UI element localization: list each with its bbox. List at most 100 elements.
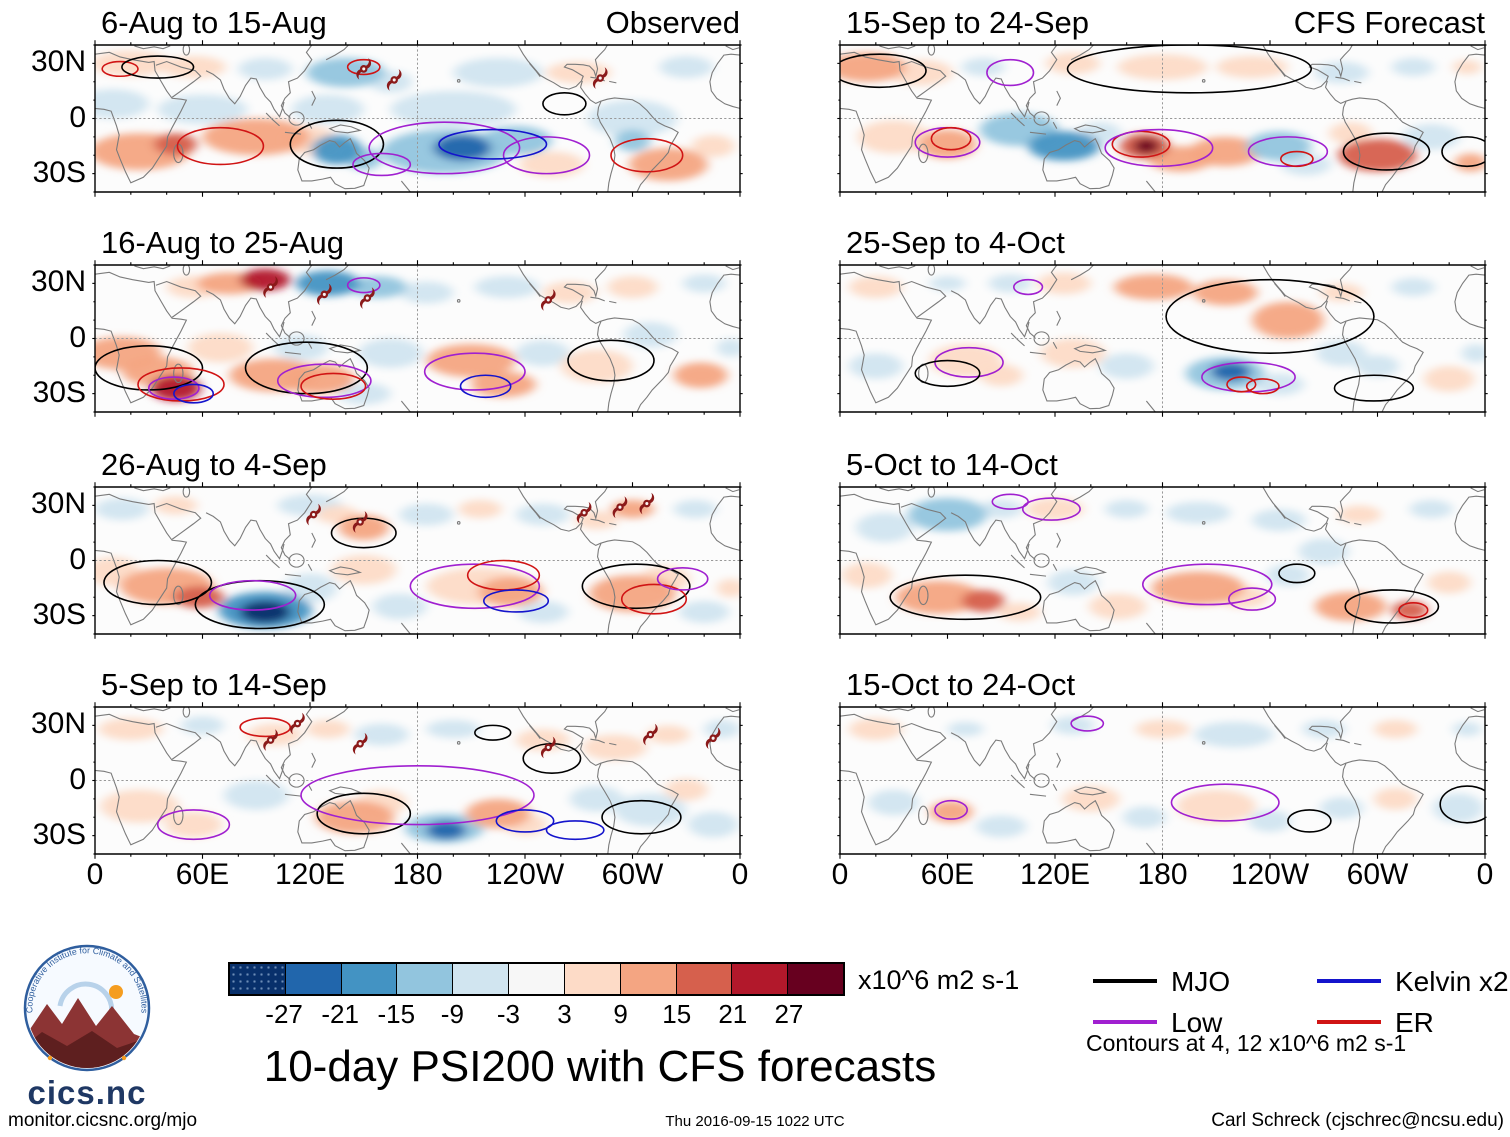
map-border bbox=[95, 45, 740, 192]
footer-timestamp: Thu 2016-09-15 1022 UTC bbox=[665, 1113, 845, 1130]
x-axis-label: 60E bbox=[175, 858, 230, 891]
anomaly-blob bbox=[154, 133, 198, 156]
contour-low bbox=[158, 810, 230, 839]
contour-mjo bbox=[568, 340, 654, 380]
anomaly-blob bbox=[569, 786, 624, 812]
anomaly-blob bbox=[716, 578, 740, 598]
anomaly-blob bbox=[188, 332, 253, 363]
anomaly-blob bbox=[336, 382, 391, 405]
anomaly-blob bbox=[1391, 57, 1435, 77]
anomaly-blob bbox=[238, 57, 293, 80]
anomaly-blob bbox=[560, 349, 633, 383]
map-svg bbox=[840, 45, 1485, 192]
contour-er bbox=[468, 561, 540, 590]
anomaly-blob bbox=[1216, 56, 1288, 79]
anomaly-blob bbox=[607, 276, 658, 299]
contour-er bbox=[1247, 379, 1279, 394]
anomaly-blob bbox=[682, 274, 726, 293]
contours bbox=[890, 494, 1438, 623]
contour-mjo bbox=[317, 793, 410, 833]
colorbar-cell bbox=[620, 964, 677, 994]
colorbar-label: -15 bbox=[377, 999, 416, 1029]
colorbar-cell bbox=[341, 964, 398, 994]
anomaly-blob bbox=[516, 503, 570, 526]
anomaly-blob bbox=[164, 811, 223, 838]
contour-mjo bbox=[1166, 280, 1374, 354]
map-svg bbox=[840, 707, 1485, 854]
anomaly-blob bbox=[311, 135, 362, 165]
contour-low bbox=[348, 278, 380, 293]
contour-kelvin bbox=[174, 384, 213, 402]
anomaly-blob bbox=[1246, 131, 1312, 161]
anomaly-field bbox=[841, 498, 1471, 622]
y-axis-label: 30S bbox=[32, 155, 86, 189]
colorbar-cell bbox=[230, 964, 286, 994]
anomaly-blob bbox=[868, 789, 919, 816]
anomaly-blob bbox=[1424, 366, 1475, 392]
anomaly-blob bbox=[517, 600, 568, 623]
x-axis-label: 60W bbox=[1346, 858, 1409, 891]
anomaly-blob bbox=[100, 789, 180, 823]
anomaly-blob bbox=[1452, 721, 1482, 737]
map-svg bbox=[95, 265, 740, 412]
contour-low bbox=[504, 137, 590, 174]
map-panel bbox=[95, 487, 740, 634]
anomaly-blob bbox=[1114, 274, 1193, 300]
map-border bbox=[95, 487, 740, 634]
logo-dot-icon bbox=[47, 1055, 53, 1061]
anomaly-blob bbox=[1026, 498, 1084, 521]
anomaly-blob bbox=[589, 575, 676, 612]
contours bbox=[935, 716, 1494, 832]
anomaly-blob bbox=[1461, 344, 1485, 363]
map-panel bbox=[95, 707, 740, 854]
anomaly-blob bbox=[688, 811, 739, 838]
y-axis-label: 30N bbox=[30, 45, 86, 79]
anomaly-blob bbox=[542, 281, 597, 304]
anomaly-blob bbox=[918, 129, 977, 159]
anomaly-blob bbox=[664, 778, 708, 801]
x-axis-label: 0 bbox=[731, 858, 749, 891]
map-svg bbox=[95, 487, 740, 634]
legend-line-mjo bbox=[1093, 979, 1157, 983]
anomaly-blob bbox=[929, 276, 966, 291]
contour-mjo bbox=[890, 575, 1040, 619]
anomaly-blob bbox=[1454, 153, 1485, 172]
contour-mjo bbox=[1068, 45, 1312, 93]
contour-er bbox=[1112, 131, 1169, 157]
contour-er bbox=[240, 718, 290, 736]
contour-low bbox=[1171, 784, 1279, 821]
contour-mjo bbox=[543, 93, 586, 115]
contour-kelvin bbox=[484, 590, 548, 612]
contour-mjo bbox=[1345, 590, 1438, 623]
y-axis-label: 0 bbox=[69, 542, 86, 576]
legend-label-kelvin: Kelvin x2 bbox=[1395, 966, 1509, 997]
anomaly-blob bbox=[673, 362, 728, 389]
contour-kelvin bbox=[461, 375, 511, 397]
anomaly-blob bbox=[516, 729, 570, 752]
anomaly-blob bbox=[1252, 509, 1306, 532]
map-border bbox=[95, 265, 740, 412]
colorbar-label: 15 bbox=[662, 999, 692, 1029]
x-axis-label: 120W bbox=[1230, 858, 1310, 891]
cics-logo: Cooperative Institute for Climate and Sa… bbox=[23, 944, 151, 1072]
anomaly-blob bbox=[315, 800, 395, 834]
contour-kelvin bbox=[439, 130, 547, 159]
contour-low bbox=[278, 364, 371, 397]
colorbar-cell bbox=[285, 964, 342, 994]
y-axis-label: 0 bbox=[69, 762, 86, 796]
panel-title: 15-Sep to 24-Sep bbox=[846, 5, 1090, 40]
anomaly-blob bbox=[426, 820, 466, 840]
anomaly-blob bbox=[292, 94, 364, 125]
anomaly-blob bbox=[1040, 338, 1106, 368]
anomaly-blob bbox=[354, 723, 409, 746]
contour-note: Contours at 4, 12 x10^6 m2 s-1 bbox=[1086, 1030, 1407, 1056]
contours bbox=[158, 718, 681, 839]
anomaly-blob bbox=[979, 499, 1023, 519]
contour-er bbox=[611, 139, 683, 172]
contour-low bbox=[210, 581, 296, 610]
map-border bbox=[840, 487, 1485, 634]
anomaly-blob bbox=[976, 815, 1027, 838]
contour-mjo bbox=[1279, 564, 1315, 582]
anomaly-blob bbox=[157, 94, 248, 125]
